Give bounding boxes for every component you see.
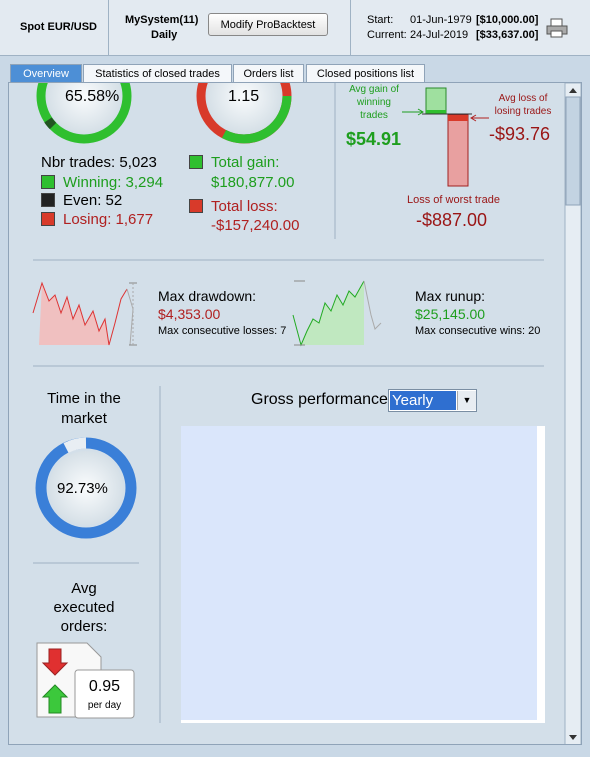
modify-button[interactable]: Modify ProBacktest [208, 13, 328, 36]
overview-panel: 65.58% 1.15 Nbr trades: 5,023 Winning: 3… [8, 82, 582, 745]
winning: Winning: 3,294 [63, 174, 164, 191]
current-label: Current: [367, 29, 407, 41]
tab[interactable]: Overview [10, 64, 82, 82]
print-icon[interactable] [546, 18, 568, 38]
winning-pct: 65.58% [65, 88, 120, 105]
start-label: Start: [367, 14, 394, 26]
tab[interactable]: Orders list [233, 64, 304, 82]
label-line: winning [357, 97, 391, 108]
label-line: trades [360, 110, 388, 121]
avg-loss: -$93.76 [489, 124, 551, 144]
label-line: Time in the [47, 390, 121, 407]
consecutive-wins: Max consecutive wins: 20 [415, 325, 541, 337]
losing: Losing: 1,677 [63, 211, 154, 228]
label-line: market [61, 410, 107, 427]
period-select[interactable]: Yearly ▼ [388, 389, 477, 412]
label-line: executed [53, 599, 115, 616]
orders-unit: per day [87, 700, 122, 711]
time-label: Time in the market [24, 389, 144, 429]
select-value: Yearly [390, 391, 456, 410]
worst: -$887.00 [416, 210, 488, 230]
total-loss: -$157,240.00 [211, 217, 300, 234]
instrument: Spot EUR/USD [20, 21, 97, 33]
current-date: 24-Jul-2019 [410, 29, 469, 41]
gain-loss-ratio: 1.15 [228, 88, 260, 105]
drawdown-label: Max drawdown: [158, 288, 257, 304]
avg-gain-label: Avg gain of winning trades [339, 83, 409, 122]
gross-label: Gross performance [251, 391, 388, 408]
orders-label: Avg executed orders: [24, 579, 144, 636]
period: Daily [151, 29, 178, 41]
tab[interactable]: Closed positions list [306, 64, 425, 82]
start-date: 01-Jun-1979 [410, 14, 472, 26]
total-gain: $180,877.00 [211, 174, 295, 191]
current-value: [$33,637.00] [476, 29, 539, 41]
consecutive-losses: Max consecutive losses: 7 [158, 325, 287, 337]
worst-label: Loss of worst trade [407, 194, 500, 206]
orders-value: 0.95 [88, 678, 121, 695]
total-loss-label: Total loss: [211, 198, 278, 215]
drawdown: $4,353.00 [158, 306, 221, 322]
graphics [32, 83, 581, 744]
nbr-trades: Nbr trades: 5,023 [41, 154, 157, 171]
time-value: 92.73% [57, 480, 108, 497]
avg-gain: $54.91 [346, 129, 402, 149]
runup: $25,145.00 [415, 306, 486, 322]
runup-label: Max runup: [415, 288, 486, 304]
label-line: Avg gain of [349, 84, 399, 95]
avg-loss-label: Avg loss of losing trades [483, 92, 563, 118]
label-line: Avg [71, 580, 97, 597]
header: Spot EUR/USD MySystem(11) Daily Modify P… [0, 0, 590, 56]
system: MySystem(11) [125, 14, 199, 26]
start-value: [$10,000.00] [476, 14, 539, 26]
tab[interactable]: Statistics of closed trades [83, 64, 232, 82]
label-line: orders: [60, 618, 108, 635]
label-line: losing trades [494, 106, 552, 117]
even: Even: 52 [63, 192, 123, 209]
total-gain-label: Total gain: [211, 154, 280, 171]
label-line: Avg loss of [498, 93, 548, 104]
